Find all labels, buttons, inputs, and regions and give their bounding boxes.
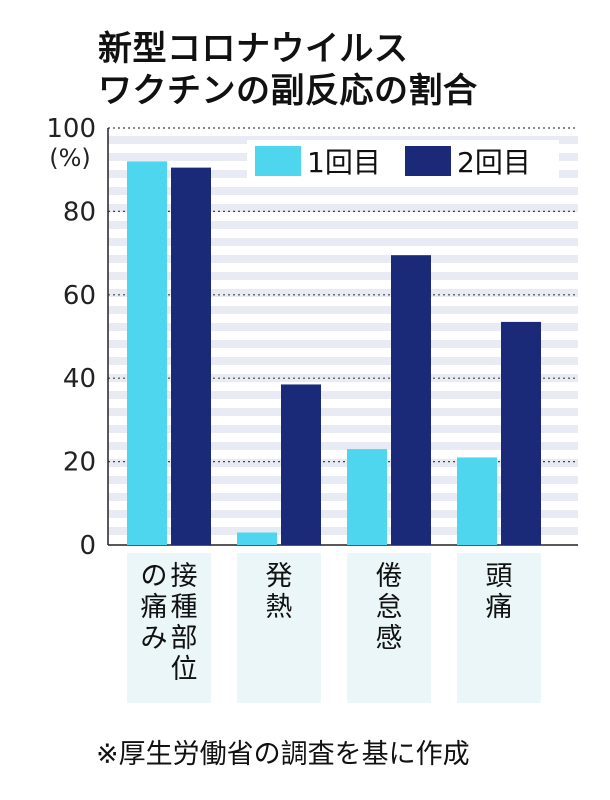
background-stripe — [108, 187, 578, 195]
chart-title: 新型コロナウイルス ワクチンの副反応の割合 — [98, 28, 478, 112]
y-tick-label: 40 — [63, 364, 96, 394]
background-stripe — [108, 425, 578, 433]
background-stripe — [108, 357, 578, 365]
y-axis-unit-label: (%) — [49, 144, 91, 172]
background-stripe — [108, 459, 578, 467]
background-stripe — [108, 510, 578, 518]
category-label-char: 接 — [171, 561, 198, 592]
category-label-char: 感 — [376, 623, 403, 654]
y-tick-label: 60 — [63, 281, 96, 311]
bar-dose2 — [281, 384, 321, 545]
bar-dose2 — [171, 167, 211, 546]
y-tick-label: 100 — [46, 114, 96, 144]
background-stripe — [108, 238, 578, 246]
bar-dose1 — [457, 457, 497, 545]
legend-label: 2回目 — [457, 146, 531, 179]
category-label-panel — [457, 553, 541, 703]
category-label-char: 熱 — [266, 592, 293, 623]
background-stripe — [108, 221, 578, 229]
bar-dose1 — [347, 449, 387, 545]
source-footnote: ※厚生労働省の調査を基に作成 — [96, 739, 470, 770]
category-label-char: 痛 — [141, 592, 168, 623]
bar-dose1 — [237, 532, 277, 545]
background-stripe — [108, 476, 578, 484]
y-tick-label: 0 — [79, 531, 96, 561]
category-label-char: 倦 — [376, 561, 403, 592]
category-label-char: み — [141, 623, 168, 654]
category-label-char: 位 — [171, 654, 198, 685]
legend-label: 1回目 — [307, 146, 381, 179]
background-stripe — [108, 323, 578, 331]
background-stripe — [108, 289, 578, 297]
category-label-char: 種 — [171, 592, 198, 623]
background-stripe — [108, 204, 578, 212]
category-label-panel — [347, 553, 431, 703]
chart-title-line-2: ワクチンの副反応の割合 — [98, 71, 478, 111]
category-label-panel — [127, 553, 211, 703]
category-label-char: 頭 — [486, 561, 513, 592]
category-label-char: 発 — [266, 561, 293, 592]
category-label-char: 怠 — [376, 592, 403, 623]
background-stripe — [108, 340, 578, 348]
category-label-char: の — [141, 561, 168, 592]
bar-dose1 — [127, 161, 167, 546]
legend-swatch — [405, 146, 451, 176]
category-label-panel — [237, 553, 321, 703]
background-stripe — [108, 306, 578, 314]
background-stripe — [108, 527, 578, 535]
background-stripe — [108, 442, 578, 450]
legend-swatch — [255, 146, 301, 176]
chart-title-line-1: 新型コロナウイルス — [98, 29, 409, 69]
category-label-char: 部 — [171, 623, 198, 654]
background-stripe — [108, 255, 578, 263]
background-stripe — [108, 493, 578, 501]
category-label-char: 痛 — [486, 592, 513, 623]
background-stripe — [108, 408, 578, 416]
background-stripe — [108, 391, 578, 399]
y-tick-label: 80 — [63, 197, 96, 227]
y-tick-label: 20 — [63, 448, 96, 478]
background-stripe — [108, 272, 578, 280]
bar-dose2 — [501, 321, 541, 545]
bar-dose2 — [391, 255, 431, 545]
